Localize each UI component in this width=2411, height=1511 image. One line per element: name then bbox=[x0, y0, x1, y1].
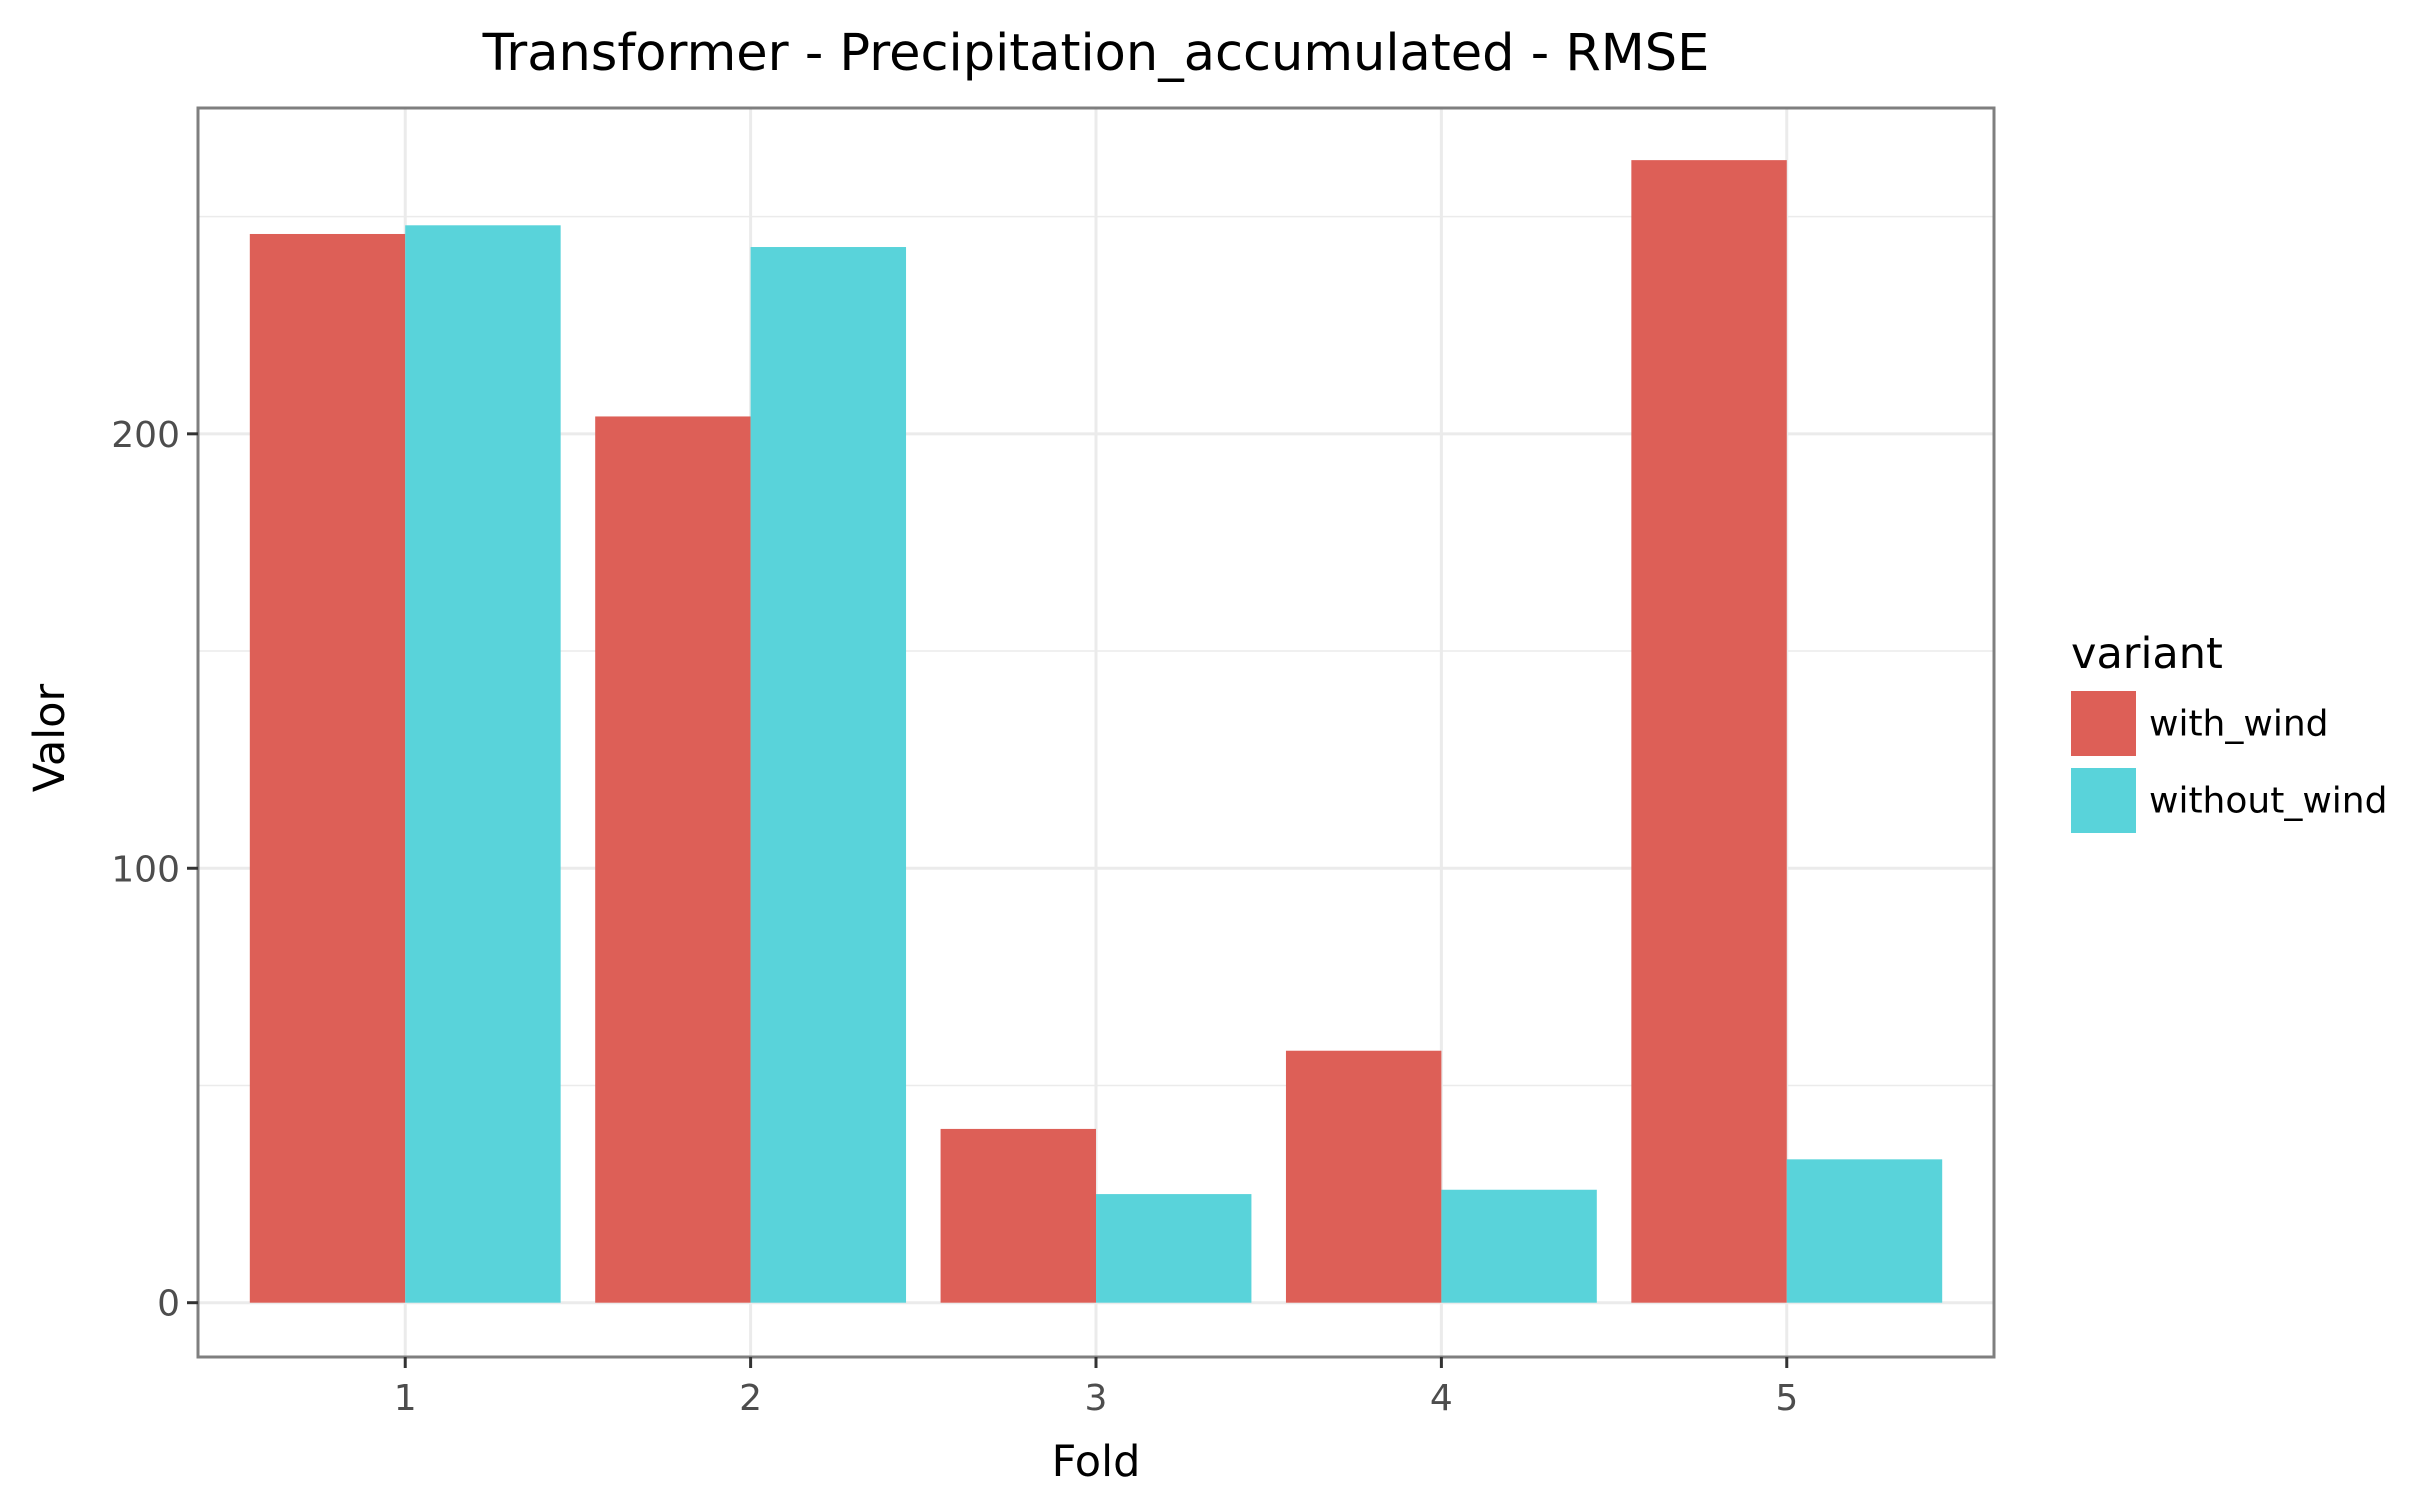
x-tick-label: 1 bbox=[394, 1378, 417, 1419]
bar-with_wind-fold-4 bbox=[1285, 1050, 1442, 1303]
bar-without_wind-fold-5 bbox=[1786, 1159, 1943, 1303]
bar-with_wind-fold-2 bbox=[595, 416, 751, 1303]
bar-without_wind-fold-1 bbox=[405, 225, 561, 1303]
legend-key-with_wind bbox=[2071, 691, 2136, 756]
x-tick-label: 3 bbox=[1085, 1378, 1108, 1419]
x-axis-title: Fold bbox=[1052, 1437, 1141, 1487]
x-tick-label: 2 bbox=[739, 1378, 762, 1419]
chart-title: Transformer - Precipitation_accumulated … bbox=[482, 24, 1710, 83]
y-tick-label: 200 bbox=[111, 415, 180, 456]
bar-without_wind-fold-2 bbox=[750, 247, 907, 1303]
axis-ticks: 0 100 200 1 2 3 4 5 bbox=[111, 415, 1798, 1419]
y-tick-label: 100 bbox=[111, 849, 180, 890]
x-tick-label: 5 bbox=[1775, 1378, 1798, 1419]
bar-with_wind-fold-3 bbox=[940, 1128, 1096, 1303]
x-tick-label: 4 bbox=[1430, 1378, 1453, 1419]
y-axis-title: Valor bbox=[25, 684, 75, 793]
legend-key-without_wind bbox=[2071, 768, 2136, 833]
y-tick-label: 0 bbox=[157, 1284, 180, 1325]
legend-label-with_wind: with_wind bbox=[2149, 704, 2329, 745]
bar-with_wind-fold-1 bbox=[249, 233, 406, 1303]
bar-without_wind-fold-4 bbox=[1441, 1189, 1597, 1303]
legend-label-without_wind: without_wind bbox=[2149, 781, 2387, 822]
legend-title: variant bbox=[2071, 629, 2223, 679]
bars bbox=[249, 160, 1943, 1303]
bar-with_wind-fold-5 bbox=[1631, 160, 1787, 1303]
legend: variant with_wind without_wind bbox=[2071, 629, 2387, 833]
bar-without_wind-fold-3 bbox=[1096, 1194, 1252, 1303]
